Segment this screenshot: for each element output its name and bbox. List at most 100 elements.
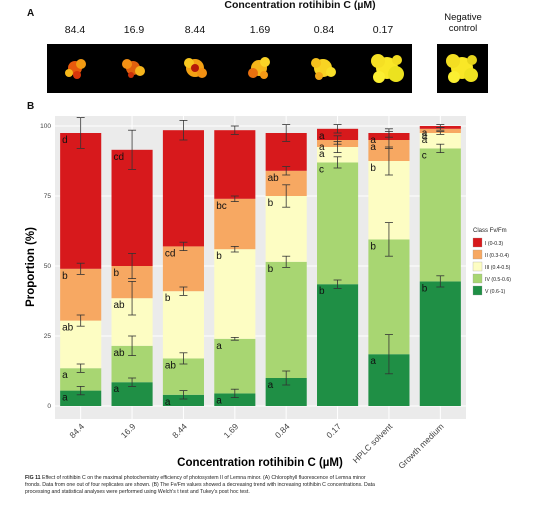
significance-letter: a xyxy=(62,370,68,381)
significance-letter: a xyxy=(114,384,120,395)
significance-letter: ab xyxy=(268,173,280,184)
bar-segment xyxy=(162,394,204,406)
significance-letter: b xyxy=(216,251,222,262)
error-bars xyxy=(76,117,445,400)
significance-letter: cd xyxy=(114,152,125,163)
conc-label-2: 16.9 xyxy=(123,24,145,36)
bar-segment xyxy=(60,320,102,369)
conc-label-4: 1.69 xyxy=(249,24,271,36)
significance-letter: a xyxy=(422,131,428,142)
x-tick-label: 84.4 xyxy=(67,421,86,440)
legend-swatch xyxy=(472,237,483,248)
legend-swatch xyxy=(472,285,483,296)
significance-letter: c xyxy=(422,150,427,161)
significance-letter: a xyxy=(319,131,325,142)
significance-letter: a xyxy=(165,397,171,408)
legend-label: III (0.4-0.5) xyxy=(485,265,511,271)
significance-letter: b xyxy=(62,271,68,282)
legend-swatch xyxy=(472,261,483,272)
y-tick-label: 100 xyxy=(40,123,51,130)
bar-segment xyxy=(214,130,256,199)
significance-letter: a xyxy=(319,149,325,160)
x-tick-label: HPLC solvent xyxy=(351,421,395,465)
y-tick-label: 0 xyxy=(47,403,51,410)
caption-line-1: Effect of rotihibin C on the maximal pho… xyxy=(40,475,366,481)
fluorescence-image-strip xyxy=(47,44,412,93)
panel-b-letter: B xyxy=(27,101,35,112)
legend-swatch xyxy=(472,249,483,260)
caption-line-2: fronds. Data from one out of four replic… xyxy=(25,482,375,488)
significance-letter: b xyxy=(370,241,376,252)
significance-letter: ab xyxy=(62,323,74,334)
conc-label-3: 8.44 xyxy=(184,24,206,36)
caption-fig-number: FIG 11 xyxy=(25,475,41,481)
significance-letter: b xyxy=(319,286,325,297)
panel-a-letter: A xyxy=(27,8,35,19)
significance-letter: b xyxy=(370,163,376,174)
legend-swatch xyxy=(472,273,483,284)
x-axis-label: Concentration rotihibin C (µM) xyxy=(177,457,343,469)
legend-label: II (0.3-0.4) xyxy=(485,253,509,259)
legend-label: V (0.6-1) xyxy=(485,289,505,295)
negative-control-label: Negative control xyxy=(444,12,482,34)
x-tick-label: 8.44 xyxy=(170,421,189,440)
bar-segment xyxy=(162,358,204,395)
significance-letter: b xyxy=(268,198,274,209)
bar-segment xyxy=(317,128,359,140)
y-axis-label: Proportion (%) xyxy=(25,227,37,307)
bar-segment xyxy=(60,390,102,406)
significance-letter: c xyxy=(319,164,324,175)
x-tick-label: 0.17 xyxy=(324,421,343,440)
y-tick-label: 25 xyxy=(44,333,52,340)
negative-control-image xyxy=(437,44,488,93)
legend-label: IV (0.5-0.6) xyxy=(485,277,511,283)
x-tick-label: 16.9 xyxy=(119,421,138,440)
bars xyxy=(60,126,461,406)
significance-letter: a xyxy=(216,341,222,352)
bar-segment xyxy=(317,147,359,163)
panel-a-title: Concentration rotihibin C (µM) xyxy=(224,0,376,11)
significance-letter: ab xyxy=(165,360,177,371)
stacked-bar-chart: aaabbdaababbcdaabbcdaabbcabbabbcaaaabbaa… xyxy=(25,116,511,470)
significance-letter: b xyxy=(165,293,171,304)
bar-segment xyxy=(419,148,461,282)
significance-letters: aaabbdaababbcdaabbcdaabbcabbabbcaaaabbaa… xyxy=(62,128,428,408)
bar-segment xyxy=(317,162,359,285)
significance-letter: b xyxy=(114,268,120,279)
significance-letter: a xyxy=(422,128,428,139)
significance-letter: b xyxy=(422,283,428,294)
significance-letter: bc xyxy=(216,201,227,212)
bar-segment xyxy=(214,198,256,250)
significance-letter: a xyxy=(370,142,376,153)
x-tick-label: Growth medium xyxy=(396,421,445,470)
bar-segment xyxy=(60,133,102,269)
significance-letter: cd xyxy=(165,248,176,259)
bar-segment xyxy=(162,291,204,359)
significance-letter: a xyxy=(216,395,222,406)
significance-letter: d xyxy=(62,135,68,146)
significance-letter: a xyxy=(422,135,428,146)
bar-segment xyxy=(60,268,102,321)
significance-letter: a xyxy=(319,142,325,153)
bar-segment xyxy=(162,246,204,292)
conc-label-5: 0.84 xyxy=(313,24,335,36)
x-tick-label: 1.69 xyxy=(221,421,240,440)
bar-segment xyxy=(162,130,204,247)
fluorescence-fronds xyxy=(65,54,404,83)
bar-segment xyxy=(317,284,359,406)
significance-letter: ab xyxy=(114,300,126,311)
bar-segment xyxy=(214,338,256,394)
bar-segment xyxy=(60,368,102,391)
y-axis: 0 25 50 75 100 xyxy=(40,123,51,410)
significance-letter: a xyxy=(268,380,274,391)
conc-label-1: 84.4 xyxy=(64,24,86,36)
significance-letter: ab xyxy=(114,348,126,359)
bar-segment xyxy=(214,249,256,339)
y-tick-label: 50 xyxy=(44,263,52,270)
significance-letter: b xyxy=(268,264,274,275)
significance-letter: a xyxy=(370,135,376,146)
bar-segment xyxy=(419,281,461,406)
y-tick-label: 75 xyxy=(44,193,52,200)
x-tick-label: 0.84 xyxy=(273,421,292,440)
bar-segment xyxy=(111,382,153,406)
